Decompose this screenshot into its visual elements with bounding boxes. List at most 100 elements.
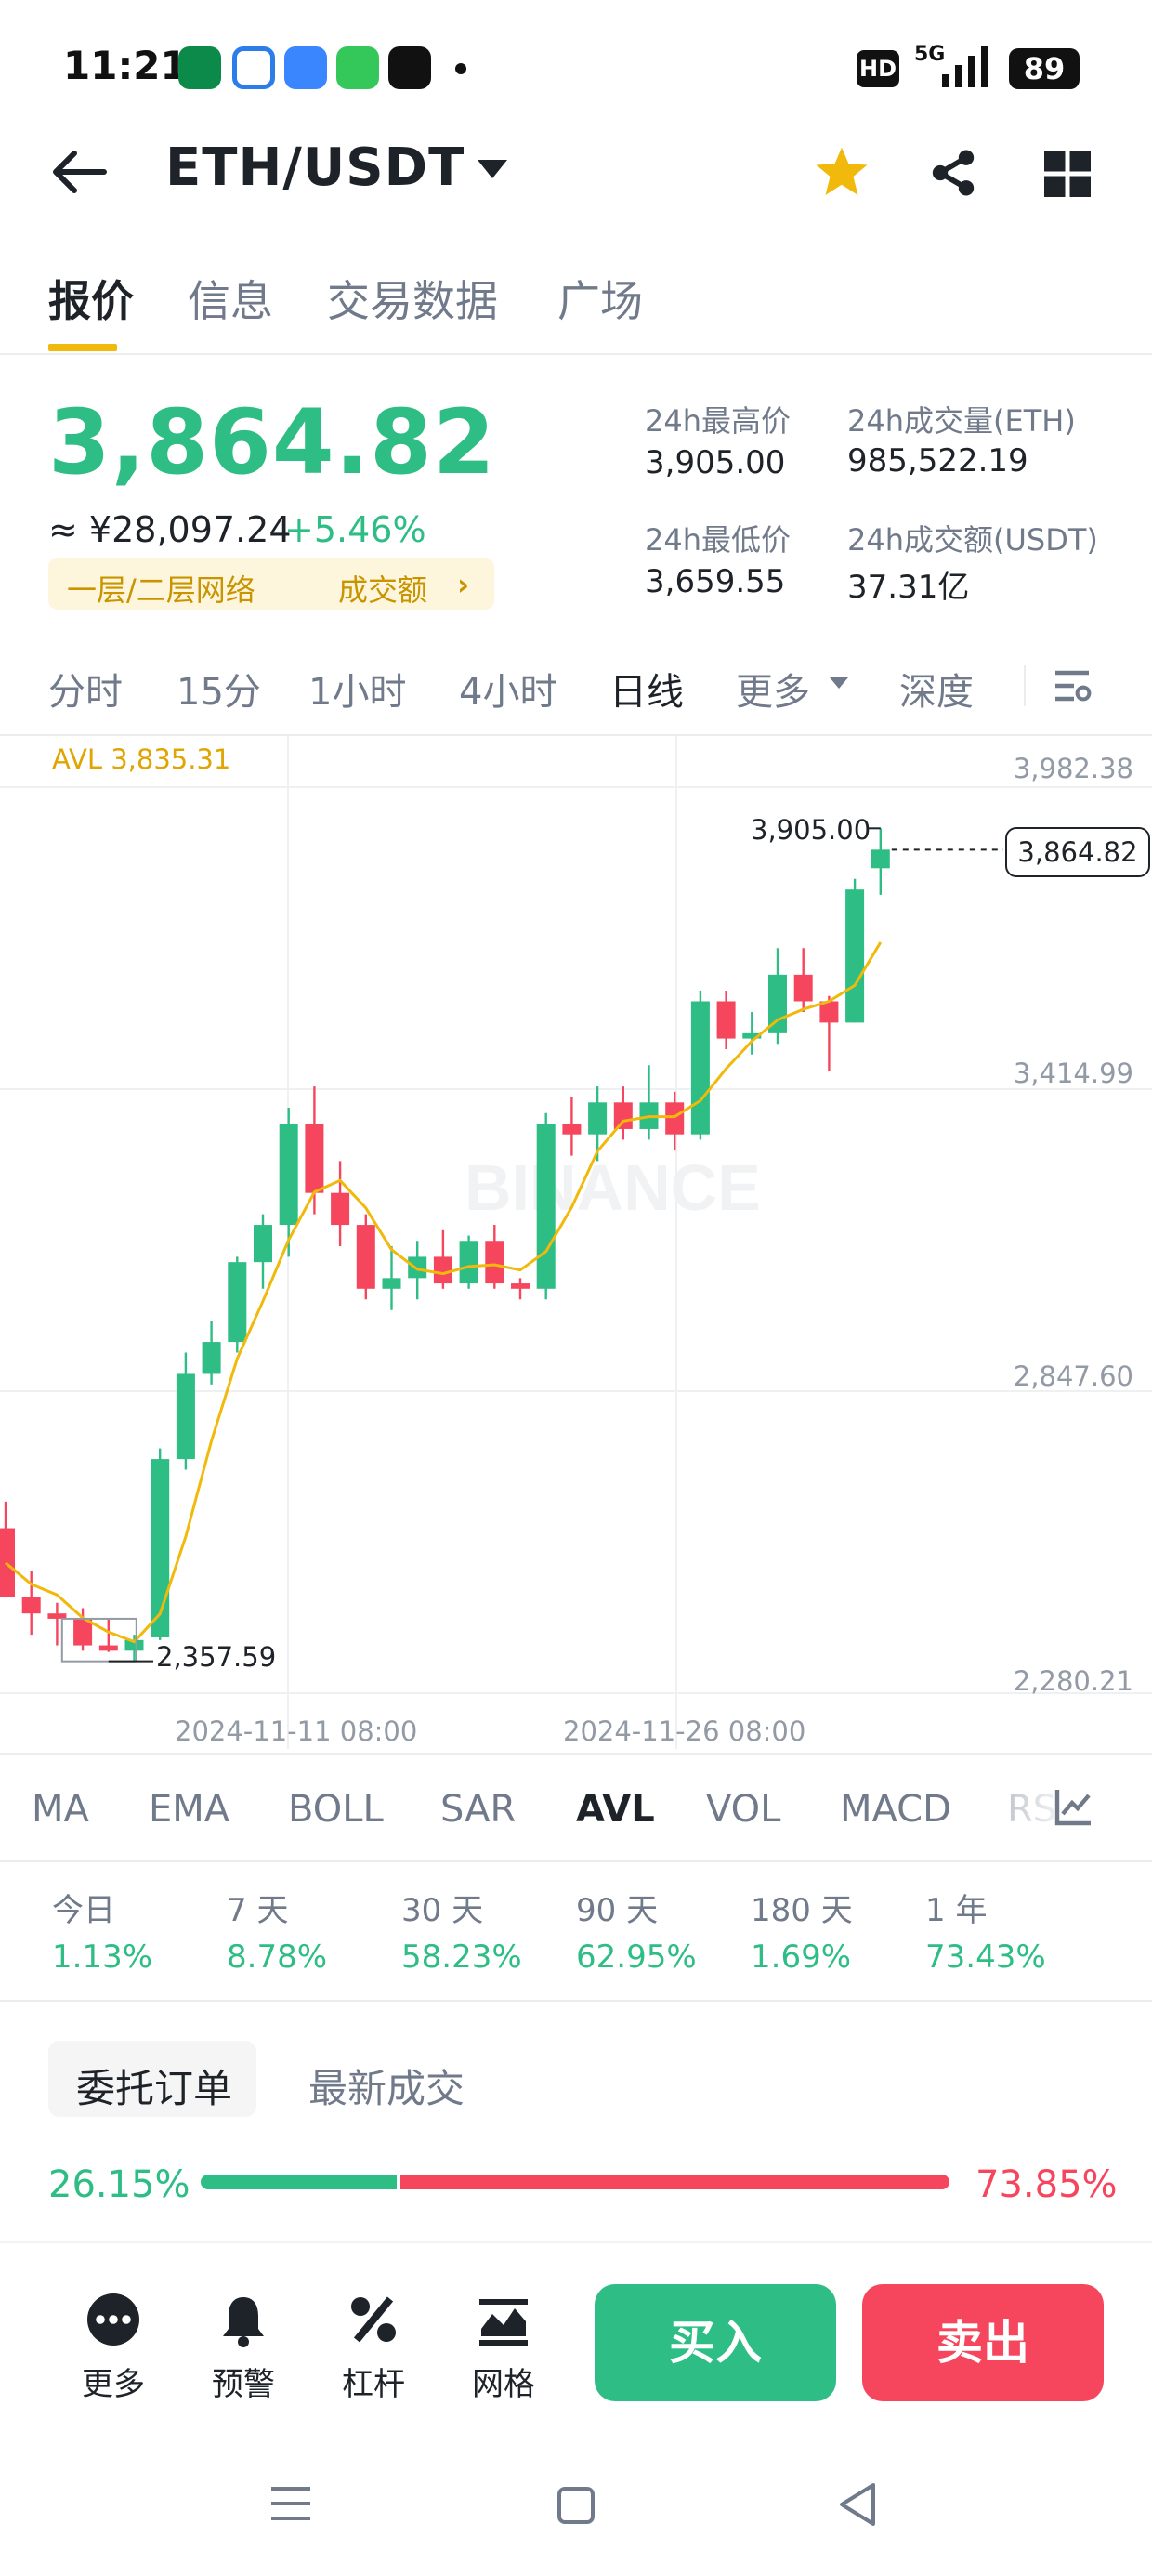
oppo-app-icon bbox=[178, 46, 221, 89]
tab-order-book[interactable]: 委托订单 bbox=[48, 2041, 256, 2117]
indicator-avl[interactable]: AVL bbox=[576, 1788, 655, 1831]
candle-body bbox=[98, 1645, 118, 1651]
indicator-settings-icon[interactable] bbox=[1054, 1786, 1094, 1827]
high-marker-label: 3,905.00 bbox=[751, 814, 871, 846]
alert-label[interactable]: 预警 bbox=[212, 2366, 275, 2403]
interval-divider bbox=[0, 734, 1152, 736]
candle-body bbox=[845, 889, 865, 1023]
candle-body bbox=[511, 1283, 530, 1289]
x-tick-label: 2024-11-26 08:00 bbox=[563, 1715, 806, 1747]
low-label: 24h最低价 bbox=[645, 522, 792, 558]
watermark-text: BINANCE bbox=[465, 1151, 761, 1224]
leverage-label[interactable]: 杠杆 bbox=[342, 2366, 405, 2403]
candle-body bbox=[331, 1192, 350, 1226]
y-tick-label: 3,414.99 bbox=[1013, 1058, 1133, 1089]
tab-square[interactable]: 广场 bbox=[557, 276, 643, 326]
interval-1d[interactable]: 日线 bbox=[609, 671, 684, 714]
grid-trading-icon[interactable] bbox=[476, 2292, 531, 2347]
perf-value: 1.13% bbox=[52, 1939, 153, 1976]
indicator-macd[interactable]: MACD bbox=[840, 1788, 951, 1831]
buy-ratio-bar bbox=[201, 2175, 397, 2189]
low-marker-box bbox=[60, 1617, 137, 1663]
status-time: 11:21 bbox=[63, 43, 188, 88]
sell-button[interactable]: 卖出 bbox=[862, 2284, 1104, 2401]
chart-divider bbox=[0, 1753, 1152, 1755]
candle-body bbox=[485, 1241, 504, 1284]
indicator-boll[interactable]: BOLL bbox=[288, 1788, 384, 1831]
grid-label[interactable]: 网格 bbox=[472, 2366, 535, 2403]
chevron-down-icon[interactable] bbox=[476, 158, 509, 180]
candle-body bbox=[176, 1373, 195, 1460]
interval-timeline[interactable]: 分时 bbox=[48, 671, 123, 714]
share-icon[interactable] bbox=[927, 147, 979, 199]
low-value: 3,659.55 bbox=[645, 563, 786, 600]
chevron-right-icon: › bbox=[457, 567, 470, 602]
last-price-tag-label: 3,864.82 bbox=[1017, 836, 1138, 868]
home-nav-icon[interactable] bbox=[556, 2485, 596, 2526]
interval-more[interactable]: 更多 bbox=[736, 671, 810, 714]
y-tick-label: 2,280.21 bbox=[1013, 1665, 1133, 1697]
perf-label: 1 年 bbox=[925, 1892, 988, 1929]
network-label: 5G bbox=[914, 43, 946, 66]
vol-eth-value: 985,522.19 bbox=[847, 442, 1028, 480]
chart-settings-icon[interactable] bbox=[1052, 665, 1093, 706]
candle-body bbox=[254, 1225, 272, 1263]
candle-body bbox=[742, 1032, 762, 1039]
more-chevron-icon[interactable] bbox=[829, 677, 849, 690]
vol-usdt-label: 24h成交额(USDT) bbox=[847, 522, 1098, 558]
candle-body bbox=[279, 1124, 298, 1226]
last-price: 3,864.82 bbox=[48, 390, 496, 494]
indicator-vol[interactable]: VOL bbox=[706, 1788, 781, 1831]
candle-body bbox=[228, 1262, 247, 1343]
pair-title[interactable]: ETH/USDT bbox=[165, 138, 465, 198]
performance-divider bbox=[0, 2000, 1152, 2002]
signal-icon bbox=[942, 46, 988, 87]
interval-4h[interactable]: 4小时 bbox=[459, 671, 557, 714]
candle-body bbox=[459, 1241, 478, 1284]
leverage-icon[interactable] bbox=[346, 2292, 401, 2347]
indicator-sar[interactable]: SAR bbox=[440, 1788, 517, 1831]
grid-icon[interactable] bbox=[1044, 151, 1091, 197]
low-marker-label: 2,357.59 bbox=[156, 1641, 277, 1673]
more-label[interactable]: 更多 bbox=[82, 2366, 145, 2403]
candlestick-chart[interactable]: BINANCE bbox=[0, 736, 1152, 1749]
notification-dot-icon bbox=[455, 63, 466, 74]
more-icon[interactable] bbox=[85, 2292, 141, 2347]
ratio-bar bbox=[201, 2175, 949, 2189]
sell-ratio-bar bbox=[400, 2175, 949, 2189]
bell-icon[interactable] bbox=[216, 2292, 271, 2347]
perf-label: 90 天 bbox=[576, 1892, 659, 1929]
order-book-label: 委托订单 bbox=[76, 2066, 233, 2111]
tab-quote[interactable]: 报价 bbox=[48, 276, 134, 326]
interval-15m[interactable]: 15分 bbox=[177, 671, 261, 714]
star-icon[interactable] bbox=[814, 145, 870, 199]
browser-app-icon bbox=[232, 46, 275, 89]
avl-label: AVL 3,835.31 bbox=[52, 743, 231, 775]
tab-latest-trades[interactable]: 最新成交 bbox=[308, 2066, 465, 2111]
sell-ratio-label: 73.85% bbox=[975, 2163, 1118, 2206]
interval-separator bbox=[1024, 665, 1026, 706]
candle-body bbox=[305, 1124, 324, 1193]
status-bar: 11:21 HD 5G 89 bbox=[0, 0, 1152, 139]
perf-value: 58.23% bbox=[401, 1939, 522, 1976]
y-tick-label: 2,847.60 bbox=[1013, 1360, 1133, 1392]
interval-1h[interactable]: 1小时 bbox=[308, 671, 407, 714]
buy-ratio-label: 26.15% bbox=[48, 2163, 190, 2206]
high-value: 3,905.00 bbox=[645, 444, 786, 481]
interval-depth[interactable]: 深度 bbox=[899, 671, 974, 714]
tab-info[interactable]: 信息 bbox=[188, 276, 273, 326]
network-volume-chip[interactable]: 一层/二层网络 成交额 › bbox=[48, 558, 494, 610]
hd-badge: HD bbox=[857, 50, 899, 87]
indicator-ma[interactable]: MA bbox=[32, 1788, 89, 1831]
perf-label: 30 天 bbox=[401, 1892, 484, 1929]
candle-body bbox=[588, 1102, 608, 1135]
indicator-ema[interactable]: EMA bbox=[149, 1788, 230, 1831]
menu-nav-icon[interactable] bbox=[269, 2485, 312, 2522]
last-price-tag[interactable]: 3,864.82 bbox=[1005, 827, 1150, 877]
buy-button[interactable]: 买入 bbox=[595, 2284, 836, 2401]
indicator-divider bbox=[0, 1860, 1152, 1862]
tab-trading-data[interactable]: 交易数据 bbox=[327, 276, 498, 326]
candle-body bbox=[202, 1342, 221, 1374]
back-arrow-icon[interactable] bbox=[52, 149, 108, 195]
back-nav-icon[interactable] bbox=[836, 2481, 879, 2528]
